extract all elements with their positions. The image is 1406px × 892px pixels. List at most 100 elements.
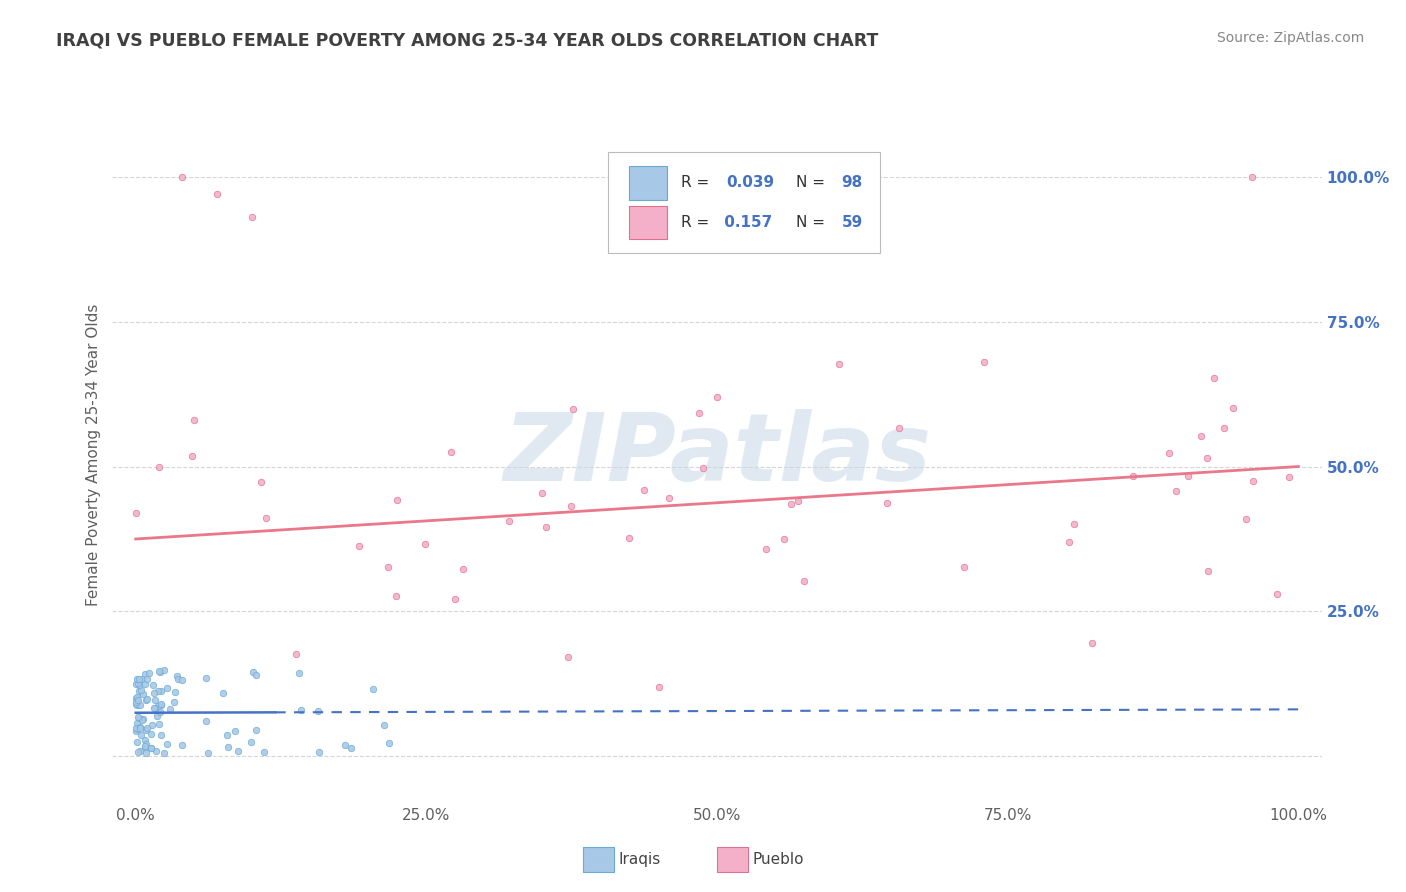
Point <box>373 718 395 732</box>
Point <box>755 542 778 557</box>
Point <box>153 746 176 760</box>
Bar <box>628 166 668 200</box>
Point <box>135 723 157 737</box>
Point <box>149 705 172 719</box>
Point <box>167 672 190 686</box>
Point <box>132 713 155 727</box>
Point <box>135 692 157 706</box>
Point <box>146 698 169 713</box>
FancyBboxPatch shape <box>609 153 880 253</box>
Point <box>333 738 356 752</box>
Point <box>128 672 150 686</box>
Point <box>239 735 262 749</box>
Point <box>195 671 218 685</box>
Point <box>128 711 150 725</box>
Point <box>557 650 579 665</box>
Point <box>134 667 156 681</box>
Point <box>1241 474 1264 488</box>
Text: N =: N = <box>796 215 830 230</box>
Point <box>127 690 149 704</box>
Point <box>339 741 361 756</box>
Point <box>385 493 408 508</box>
Point <box>288 665 311 680</box>
Point <box>163 695 186 709</box>
Point <box>973 355 995 369</box>
Point <box>451 562 474 576</box>
Point <box>125 677 148 691</box>
Point <box>172 169 194 184</box>
Point <box>1159 446 1181 460</box>
Point <box>139 741 162 756</box>
Point <box>378 736 401 750</box>
Point <box>560 499 582 513</box>
Point <box>181 449 204 463</box>
Point <box>779 497 801 511</box>
Text: Pueblo: Pueblo <box>752 853 804 867</box>
Text: 98: 98 <box>842 176 863 190</box>
Point <box>134 677 156 691</box>
Bar <box>628 206 668 239</box>
Text: Iraqis: Iraqis <box>619 853 661 867</box>
Point <box>125 735 148 749</box>
Point <box>692 461 714 475</box>
Point <box>127 709 149 723</box>
Point <box>149 665 172 679</box>
Point <box>706 390 728 404</box>
Point <box>205 187 228 202</box>
Point <box>128 698 150 712</box>
Point <box>141 718 163 732</box>
Point <box>1195 451 1218 466</box>
Point <box>134 740 156 755</box>
Point <box>172 673 194 688</box>
Point <box>135 721 157 735</box>
Point <box>156 681 179 695</box>
Point <box>127 675 149 690</box>
Point <box>127 745 149 759</box>
Point <box>250 475 273 489</box>
Point <box>135 747 157 761</box>
Point <box>1222 401 1244 415</box>
Point <box>129 744 152 758</box>
Point <box>127 672 149 686</box>
Point <box>1189 428 1212 442</box>
Point <box>183 413 205 427</box>
Point <box>135 693 157 707</box>
Point <box>194 714 217 728</box>
Point <box>128 720 150 734</box>
Point <box>1057 535 1080 549</box>
Point <box>131 688 153 702</box>
Y-axis label: Female Poverty Among 25-34 Year Olds: Female Poverty Among 25-34 Year Olds <box>86 304 101 606</box>
Point <box>125 721 148 735</box>
Point <box>534 519 557 533</box>
Point <box>530 486 553 500</box>
Text: 59: 59 <box>842 215 863 230</box>
Point <box>308 745 330 759</box>
Point <box>129 728 152 742</box>
Text: N =: N = <box>796 176 830 190</box>
Point <box>197 746 219 760</box>
Point <box>125 695 148 709</box>
Point <box>377 559 399 574</box>
Point <box>384 589 406 603</box>
Point <box>156 737 179 751</box>
Point <box>143 693 166 707</box>
Point <box>1202 370 1225 384</box>
Point <box>145 744 167 758</box>
Point <box>141 727 163 741</box>
Point <box>648 680 671 694</box>
Point <box>125 506 148 520</box>
Text: 0.157: 0.157 <box>720 215 773 230</box>
Text: IRAQI VS PUEBLO FEMALE POVERTY AMONG 25-34 YEAR OLDS CORRELATION CHART: IRAQI VS PUEBLO FEMALE POVERTY AMONG 25-… <box>56 31 879 49</box>
Point <box>1177 469 1199 483</box>
Point <box>633 483 655 498</box>
Point <box>1122 469 1144 483</box>
Point <box>1278 470 1301 484</box>
Point <box>146 684 169 698</box>
Point <box>787 494 810 508</box>
Point <box>1234 512 1257 526</box>
Text: 0.039: 0.039 <box>727 176 775 190</box>
Point <box>170 738 193 752</box>
Point <box>131 672 153 686</box>
Point <box>142 678 165 692</box>
Point <box>562 402 585 417</box>
